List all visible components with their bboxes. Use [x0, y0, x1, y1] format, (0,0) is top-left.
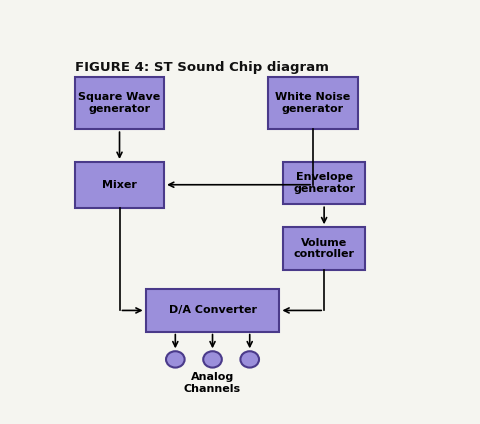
Text: D/A Converter: D/A Converter — [168, 305, 256, 315]
FancyBboxPatch shape — [75, 77, 164, 129]
FancyBboxPatch shape — [145, 289, 279, 332]
Circle shape — [240, 351, 259, 368]
Text: FIGURE 4: ST Sound Chip diagram: FIGURE 4: ST Sound Chip diagram — [75, 61, 329, 74]
Text: Analog
Channels: Analog Channels — [184, 372, 241, 394]
FancyBboxPatch shape — [283, 162, 365, 204]
FancyBboxPatch shape — [268, 77, 358, 129]
Text: White Noise
generator: White Noise generator — [276, 92, 350, 114]
FancyBboxPatch shape — [283, 227, 365, 270]
FancyBboxPatch shape — [75, 162, 164, 208]
Circle shape — [166, 351, 185, 368]
Circle shape — [203, 351, 222, 368]
Text: Volume
controller: Volume controller — [294, 237, 355, 259]
Text: Square Wave
generator: Square Wave generator — [78, 92, 161, 114]
Text: Envelope
generator: Envelope generator — [293, 172, 355, 194]
Text: Mixer: Mixer — [102, 180, 137, 190]
